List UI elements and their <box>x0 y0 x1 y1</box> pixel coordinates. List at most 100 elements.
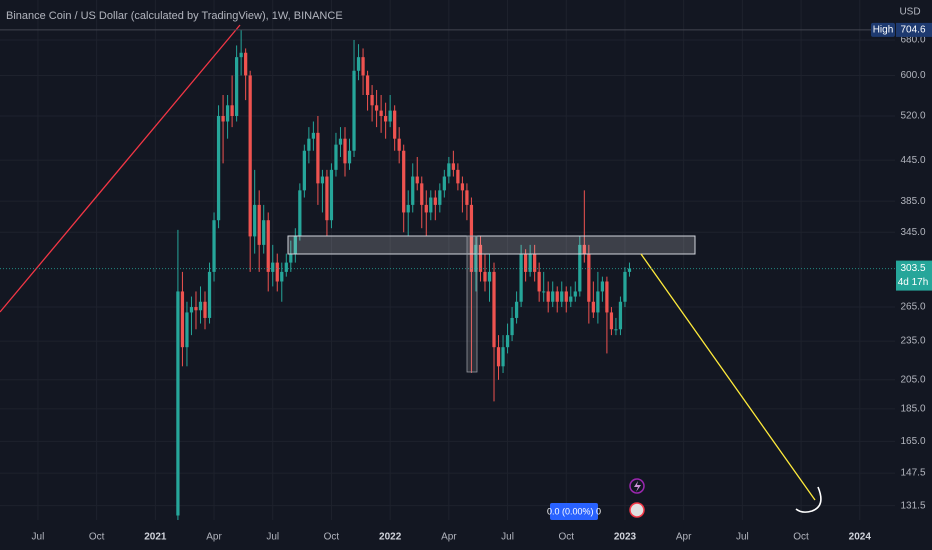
trend-line <box>0 24 241 313</box>
candle-body <box>438 190 442 205</box>
candle-body <box>492 271 496 348</box>
currency: USD <box>899 7 920 18</box>
candle-body <box>433 197 437 205</box>
y-tick-label: 345.0 <box>900 227 925 238</box>
y-tick-label: 131.5 <box>900 500 925 511</box>
candle-body <box>551 291 555 302</box>
candle-body <box>365 75 370 95</box>
candle-body <box>198 301 203 311</box>
y-tick-label: 185.0 <box>900 404 925 415</box>
y-tick-label: 205.0 <box>900 374 925 385</box>
badge: 0.0 (0.00%) 0 <box>547 506 601 516</box>
candle-body <box>560 291 564 302</box>
candle-body <box>356 57 361 71</box>
candle-body <box>280 271 284 282</box>
candle-body <box>271 262 275 272</box>
candle-body <box>320 176 325 184</box>
x-tick-label: 2022 <box>379 532 402 543</box>
candle-body <box>402 150 406 213</box>
candle-body <box>338 138 343 145</box>
last-price: 303.5 <box>900 263 925 274</box>
candle-body <box>496 347 501 367</box>
projection-line <box>640 253 816 501</box>
candle-body <box>212 220 216 272</box>
candle-body <box>352 70 356 151</box>
candle-body <box>239 52 243 58</box>
candle-body <box>623 271 627 302</box>
y-tick-label: 680.0 <box>900 35 925 46</box>
candle-body <box>442 176 446 191</box>
y-tick-label: 520.0 <box>900 111 925 122</box>
candle-body <box>406 204 410 213</box>
candle-body <box>194 307 198 311</box>
x-tick-label: Jul <box>32 532 45 543</box>
candle-body <box>510 317 514 336</box>
candle-body <box>600 281 605 292</box>
candle-body <box>257 204 261 245</box>
candle-body <box>505 335 510 348</box>
candle-body <box>298 190 302 237</box>
y-tick-label: 385.0 <box>900 196 925 207</box>
candle-body <box>591 301 595 313</box>
x-tick-label: 2024 <box>849 532 872 543</box>
x-tick-label: Oct <box>558 532 574 543</box>
x-tick-label: Jul <box>736 532 749 543</box>
x-tick-label: Apr <box>676 532 692 543</box>
candle-body <box>253 204 257 237</box>
high-tag: High <box>873 25 894 36</box>
candle-body <box>374 105 379 111</box>
candle-body <box>487 271 492 282</box>
candle-body <box>180 291 185 348</box>
last-price-bg <box>896 260 932 291</box>
y-tick-label: 600.0 <box>900 70 925 81</box>
flag-icon <box>629 502 645 518</box>
badge-bg <box>550 503 598 520</box>
candle-body <box>478 244 483 272</box>
x-tick-label: Oct <box>89 532 105 543</box>
candle-body <box>293 236 297 254</box>
range-box <box>466 235 478 373</box>
candle-body <box>528 253 532 272</box>
high-tag-bg <box>871 22 895 37</box>
y-tick-label: 235.0 <box>900 336 925 347</box>
candle-body <box>582 244 586 254</box>
candle-body <box>189 307 194 313</box>
event-bolt <box>634 481 641 492</box>
candle-body <box>618 301 623 330</box>
candle-body <box>564 291 568 302</box>
candle-body <box>469 204 474 272</box>
event-icon <box>629 478 645 494</box>
candle-body <box>456 169 460 184</box>
candle-body <box>519 253 523 302</box>
candle-body <box>397 138 401 151</box>
candle-body <box>284 262 288 272</box>
x-tick-label: Apr <box>206 532 222 543</box>
countdown: 4d 17h <box>898 277 929 288</box>
candle-body <box>244 52 248 76</box>
candle-body <box>347 150 352 164</box>
zone-box <box>287 235 696 255</box>
x-tick-label: 2023 <box>614 532 637 543</box>
candle-body <box>614 329 618 331</box>
x-tick-label: Apr <box>441 532 457 543</box>
candle-body <box>302 150 306 191</box>
x-tick-label: Jul <box>501 532 514 543</box>
candle-body <box>542 291 546 293</box>
candle-body <box>225 105 230 122</box>
drawings <box>0 24 822 513</box>
candle-body <box>429 197 433 213</box>
candle-body <box>176 291 180 516</box>
y-tick-label: 265.0 <box>900 302 925 313</box>
chart-title: Binance Coin / US Dollar (calculated by … <box>6 10 343 22</box>
candle-body <box>596 291 600 313</box>
y-tick-label: 147.5 <box>900 468 925 479</box>
candle-body <box>234 57 239 116</box>
y-tick-label: 165.0 <box>900 436 925 447</box>
candle-body <box>185 312 189 348</box>
candle-body <box>474 244 478 272</box>
high-price-bg <box>896 22 932 37</box>
candle-body <box>501 347 505 367</box>
candle-body <box>307 138 311 151</box>
